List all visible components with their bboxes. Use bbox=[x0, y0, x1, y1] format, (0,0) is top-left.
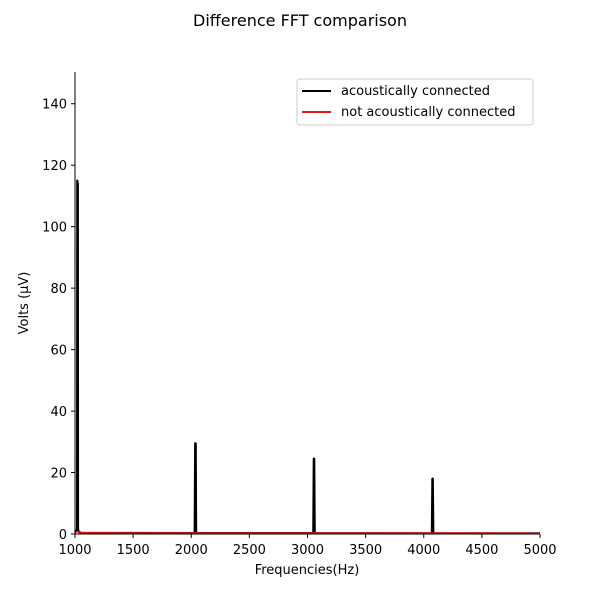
legend-box bbox=[296, 78, 534, 126]
x-tick-label: 3500 bbox=[349, 543, 382, 558]
x-tick-label: 1500 bbox=[117, 543, 150, 558]
series-layer bbox=[74, 179, 541, 535]
x-tick-label: 2500 bbox=[233, 543, 266, 558]
x-axis-label: Frequencies(Hz) bbox=[255, 563, 360, 578]
y-tick-label: 120 bbox=[42, 159, 67, 174]
y-tick-label: 40 bbox=[50, 405, 67, 420]
y-tick-label: 80 bbox=[50, 282, 67, 297]
y-tick-label: 140 bbox=[42, 98, 67, 113]
y-ticks: 0 20 40 60 80 100 120 140 bbox=[42, 98, 75, 543]
x-tick-label: 1000 bbox=[58, 543, 91, 558]
series-line-acoustically-connected bbox=[74, 179, 540, 535]
y-tick-label: 0 bbox=[59, 528, 67, 543]
x-tick-label: 2000 bbox=[175, 543, 208, 558]
x-tick-label: 3000 bbox=[291, 543, 324, 558]
y-tick-label: 100 bbox=[42, 221, 67, 236]
x-tick-label: 4000 bbox=[407, 543, 440, 558]
x-tick-label: 4500 bbox=[465, 543, 498, 558]
legend-label-acoustically-connected: acoustically connected bbox=[341, 84, 490, 99]
x-ticks: 1000 1500 2000 2500 3000 3500 4000 4500 5000 bbox=[58, 534, 557, 558]
y-axis-label: Volts (μV) bbox=[17, 272, 32, 335]
legend-label-not-acoustically-connected: not acoustically connected bbox=[341, 105, 515, 120]
y-tick-label: 20 bbox=[50, 467, 67, 482]
y-tick-label: 60 bbox=[50, 344, 67, 359]
chart-title: Difference FFT comparison bbox=[193, 11, 407, 30]
plot-area: 1000 1500 2000 2500 3000 3500 4000 4500 5000 0 20… bbox=[42, 72, 557, 558]
series-line-not-acoustically-connected bbox=[74, 530, 541, 535]
x-tick-label: 5000 bbox=[523, 543, 556, 558]
legend: acoustically connected not acoustically … bbox=[296, 78, 534, 126]
